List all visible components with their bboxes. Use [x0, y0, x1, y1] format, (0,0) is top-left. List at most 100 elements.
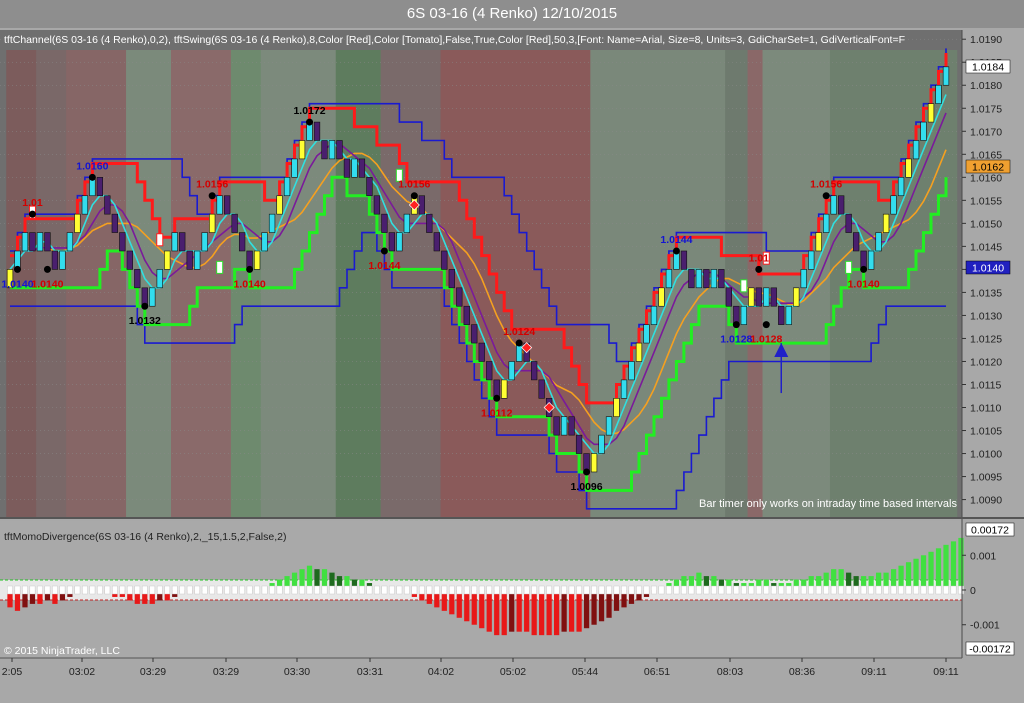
zero-cell [636, 585, 642, 595]
renko-brick [740, 305, 747, 325]
entry-arrow-icon [774, 343, 789, 358]
swing-label: 1.0140 [848, 278, 880, 290]
momo-tick-label: 0 [970, 585, 976, 597]
zero-cell [67, 585, 73, 595]
zero-cell [598, 585, 605, 595]
renko-brick [725, 287, 732, 307]
swing-label: 1.0140 [1, 278, 33, 290]
momo-bar [711, 576, 717, 590]
momo-bar [494, 590, 500, 636]
time-tick-label: 2:05 [2, 666, 23, 678]
swing-label: 1.0156 [398, 179, 430, 191]
zero-cell [726, 585, 732, 595]
bar-timer-note: Bar timer only works on intraday time ba… [699, 498, 957, 510]
momo-bottom-badge: -0.00172 [965, 641, 1015, 656]
zero-cell [718, 585, 725, 595]
zero-cell [194, 585, 201, 595]
renko-brick [448, 269, 455, 289]
momo-bar [636, 590, 642, 601]
swing-point [380, 247, 388, 255]
zero-cell [164, 585, 171, 595]
renko-brick [96, 177, 104, 197]
renko-brick [336, 140, 343, 160]
renko-brick [478, 342, 485, 362]
zero-cell [389, 585, 395, 595]
momo-bar [696, 572, 702, 590]
zero-cell [381, 585, 388, 595]
renko-brick [560, 416, 568, 436]
zero-cell [112, 585, 118, 595]
zero-cell [606, 585, 612, 595]
time-tick-label: 03:31 [357, 666, 383, 678]
zero-cell [336, 585, 343, 595]
momo-bar [531, 590, 537, 636]
zero-cell [531, 585, 537, 595]
renko-brick [253, 250, 261, 270]
zero-cell [299, 585, 305, 595]
momo-bar [501, 590, 507, 636]
momo-bar [808, 576, 814, 590]
renko-brick [920, 121, 927, 141]
session-stripe [260, 50, 344, 518]
momo-bar [486, 590, 492, 632]
zero-cell [74, 585, 81, 595]
zero-cell [553, 585, 560, 595]
swing-point [493, 394, 501, 402]
session-stripe [126, 50, 179, 518]
renko-brick [276, 195, 283, 215]
renko-brick [628, 361, 635, 381]
zero-cell [478, 585, 485, 595]
zero-cell [433, 585, 440, 595]
momo-bar [471, 590, 477, 625]
price-tick-label: 1.0160 [970, 172, 1002, 184]
momo-bar [890, 569, 897, 590]
time-axis: 2:05 03:02 03:29 03:29 03:30 03:31 04:02 05:02 0… [2, 658, 959, 678]
zero-cell [366, 585, 373, 595]
session-stripe [380, 50, 449, 518]
renko-brick [194, 250, 201, 270]
svg-text:0.00172: 0.00172 [971, 525, 1009, 537]
momo-bar [576, 590, 582, 632]
momo-bar [703, 576, 710, 590]
zero-cell [291, 585, 298, 595]
down-arrow-icon [156, 233, 164, 247]
svg-text:1.0162: 1.0162 [972, 162, 1004, 174]
momo-histogram [0, 537, 964, 636]
swing-label: 1.01 [749, 252, 770, 264]
zero-cell [179, 585, 186, 595]
renko-brick [463, 305, 470, 325]
zero-cell [321, 585, 328, 595]
zero-cell [134, 585, 141, 595]
time-tick-label: 03:29 [140, 666, 166, 678]
zero-cell [141, 585, 148, 595]
zero-cell [448, 585, 455, 595]
renko-brick [763, 287, 770, 307]
renko-brick [403, 213, 411, 233]
zero-cell [576, 585, 582, 595]
up-arrow-icon [740, 279, 748, 293]
momo-bar [127, 590, 133, 601]
renko-brick [808, 250, 815, 270]
zero-cell [621, 585, 627, 595]
price-tick-label: 1.0105 [970, 426, 1002, 438]
renko-brick [778, 305, 785, 325]
zero-cell [546, 585, 552, 595]
zero-cell [89, 585, 96, 595]
renko-brick [793, 287, 800, 307]
time-tick-label: 05:02 [500, 666, 526, 678]
swing-point [208, 192, 216, 200]
renko-brick [358, 158, 366, 178]
swing-point [755, 265, 763, 273]
zero-cell [508, 585, 515, 595]
down-arrow-icon [762, 251, 770, 265]
renko-brick [231, 213, 238, 233]
momo-bar [793, 579, 799, 590]
swing-point [306, 118, 314, 126]
renko-brick [418, 195, 425, 215]
zero-cell [913, 585, 919, 595]
momo-bar [479, 590, 485, 629]
renko-brick [328, 140, 336, 160]
momo-axis: 0.001 0 -0.001 [962, 550, 1000, 632]
renko-brick [695, 269, 703, 289]
